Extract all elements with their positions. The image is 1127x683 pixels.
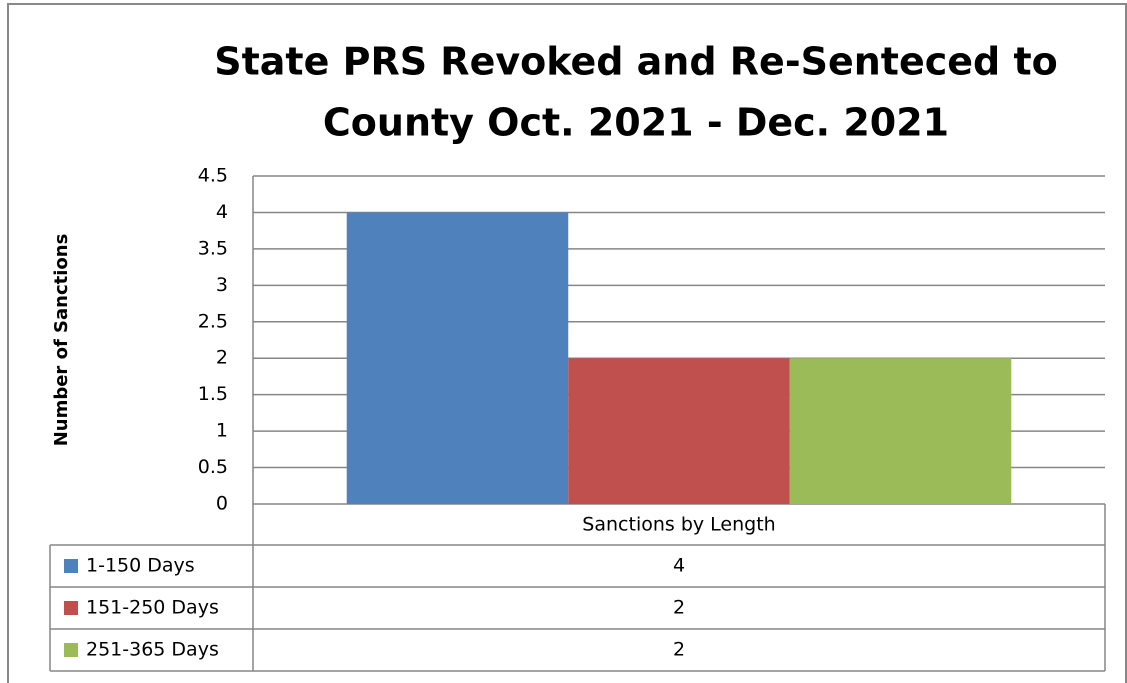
y-tick-label: 4.5 xyxy=(198,165,228,187)
legend-swatch xyxy=(64,601,78,615)
legend-label: 251-365 Days xyxy=(86,639,219,661)
y-tick-label: 1.5 xyxy=(198,383,228,405)
x-tick-label: Sanctions by Length xyxy=(582,514,775,536)
y-tick-label: 3.5 xyxy=(198,237,228,259)
legend-label: 1-150 Days xyxy=(86,555,195,577)
table-value: 4 xyxy=(673,555,685,577)
legend-swatch xyxy=(64,559,78,573)
legend-label: 151-250 Days xyxy=(86,597,219,619)
bar xyxy=(346,212,569,504)
y-tick-label: 0 xyxy=(216,493,228,515)
bar xyxy=(568,358,790,504)
y-tick-label: 2.5 xyxy=(198,310,228,332)
y-axis-label: Number of Sanctions xyxy=(51,234,72,447)
legend-swatch xyxy=(64,643,78,657)
y-tick-label: 0.5 xyxy=(198,456,228,478)
y-tick-label: 4 xyxy=(216,201,228,223)
chart-title: County Oct. 2021 - Dec. 2021 xyxy=(323,101,949,145)
chart-title: State PRS Revoked and Re-Senteced to xyxy=(214,40,1057,84)
table-value: 2 xyxy=(673,639,685,661)
bar xyxy=(789,358,1012,504)
y-tick-label: 1 xyxy=(216,420,228,442)
y-tick-label: 3 xyxy=(216,274,228,296)
table-value: 2 xyxy=(673,597,685,619)
y-tick-label: 2 xyxy=(216,347,228,369)
